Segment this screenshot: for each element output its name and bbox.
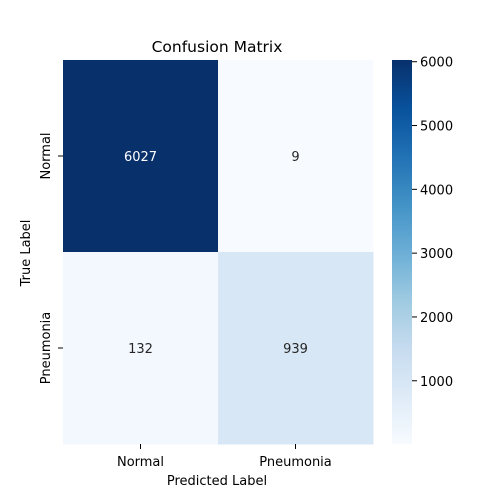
colorbar-gradient: [392, 60, 412, 444]
x-tick-label: Normal: [117, 455, 164, 470]
heatmap-cell: [63, 60, 219, 253]
heatmap-cell: [218, 60, 374, 253]
heatmap-cell: [218, 252, 374, 445]
colorbar-tick-label: 4000: [420, 183, 453, 198]
cell-value-label: 6027: [124, 150, 157, 165]
colorbar-tick-label: 1000: [420, 375, 453, 390]
colorbar-ticks: 1000 2000 3000 4000 5000 6000: [412, 56, 453, 390]
colorbar-tick-label: 5000: [420, 120, 453, 135]
y-axis-label: True Label: [19, 220, 34, 288]
x-axis-ticks: Normal Pneumonia: [117, 444, 332, 470]
colorbar-tick-label: 6000: [420, 56, 453, 71]
chart-title: Confusion Matrix: [152, 38, 283, 56]
heatmap-cell: [63, 252, 219, 445]
heatmap-cells: 6027 9 132 939: [63, 60, 374, 445]
colorbar-tick-label: 3000: [420, 247, 453, 262]
y-tick-label: Normal: [39, 132, 54, 179]
colorbar: 1000 2000 3000 4000 5000 6000: [392, 56, 453, 444]
cell-value-label: 9: [291, 150, 299, 165]
colorbar-tick-label: 2000: [420, 311, 453, 326]
x-axis-label: Predicted Label: [167, 474, 267, 489]
x-tick-label: Pneumonia: [259, 455, 332, 470]
cell-value-label: 939: [283, 342, 308, 357]
cell-value-label: 132: [128, 342, 153, 357]
y-tick-label: Pneumonia: [39, 312, 54, 385]
y-axis-ticks: Normal Pneumonia: [39, 132, 63, 384]
